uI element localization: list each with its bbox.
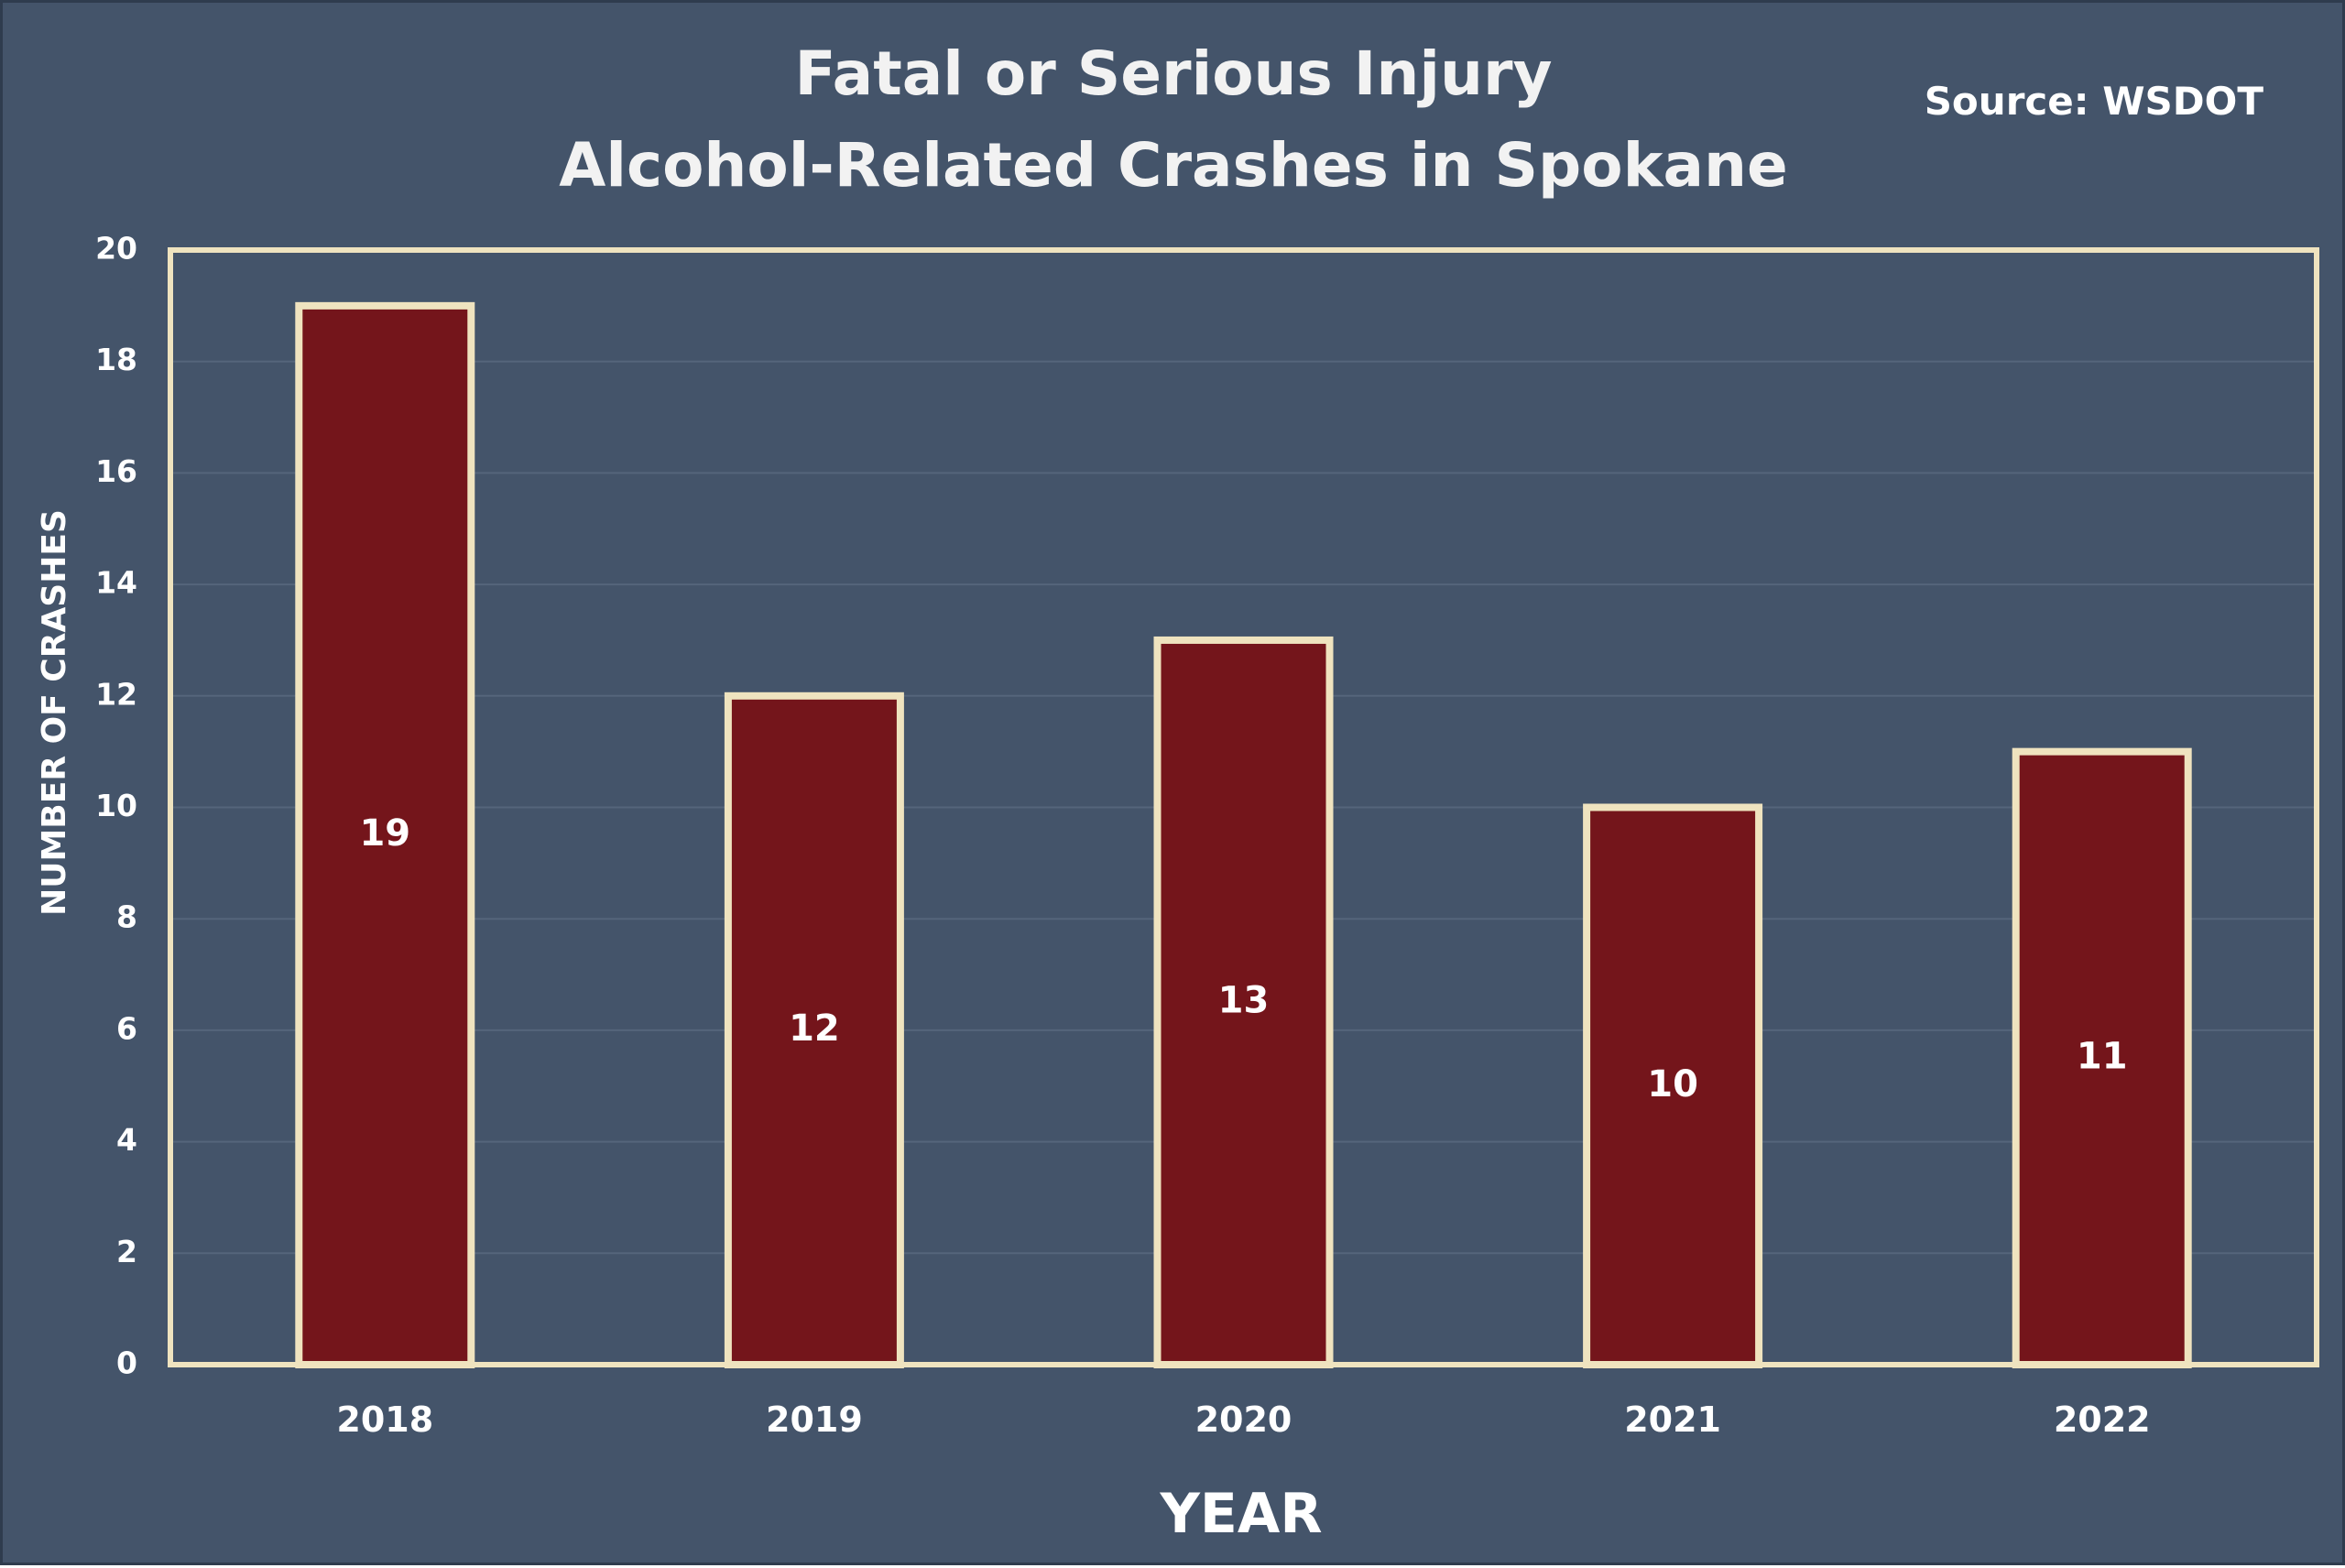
y-tick-label: 14: [95, 565, 137, 601]
bar-layer: [295, 301, 2192, 1369]
x-tick-label: 2018: [336, 1399, 433, 1440]
y-tick-label: 0: [116, 1345, 137, 1381]
y-tick-label: 6: [116, 1010, 137, 1046]
x-axis-title: YEAR: [1159, 1482, 1322, 1546]
bar-2018: [295, 301, 475, 1369]
x-tick-label: 2021: [1624, 1399, 1721, 1440]
x-axis-ticks: 2018 2019 2020 2021 2022: [336, 1399, 2150, 1440]
x-tick-label: 2022: [2054, 1399, 2151, 1440]
data-label: 13: [1218, 979, 1270, 1021]
source-note: Source: WSDOT: [1925, 79, 2264, 124]
y-tick-label: 2: [116, 1234, 137, 1269]
y-tick-label: 18: [95, 342, 137, 377]
plot-area-border: [168, 247, 2319, 1367]
y-axis-title: NUMBER OF CRASHES: [36, 509, 73, 916]
data-label: 10: [1647, 1063, 1698, 1105]
y-tick-label: 4: [116, 1122, 137, 1158]
y-tick-label: 8: [116, 899, 137, 935]
data-label: 12: [789, 1007, 840, 1050]
y-tick-label: 10: [95, 788, 137, 823]
y-tick-label: 16: [95, 453, 137, 489]
bar-chart: 0 2 4 6 8 10 12 14 16 18 20 2018 2019 2020 2021 2022 1…: [36, 38, 2319, 1546]
data-labels: 19 12 13 10 11: [359, 812, 2127, 1105]
y-axis-ticks: 0 2 4 6 8 10 12 14 16 18 20: [95, 231, 137, 1381]
chart-title-line-1: Fatal or Serious Injury: [794, 38, 1552, 109]
x-tick-label: 2020: [1195, 1399, 1292, 1440]
y-tick-label: 20: [95, 231, 137, 267]
y-tick-label: 12: [95, 676, 137, 712]
data-label: 11: [2077, 1035, 2128, 1077]
x-tick-label: 2019: [766, 1399, 863, 1440]
data-label: 19: [359, 812, 410, 855]
chart-title-line-2: Alcohol-Related Crashes in Spokane: [559, 130, 1788, 201]
